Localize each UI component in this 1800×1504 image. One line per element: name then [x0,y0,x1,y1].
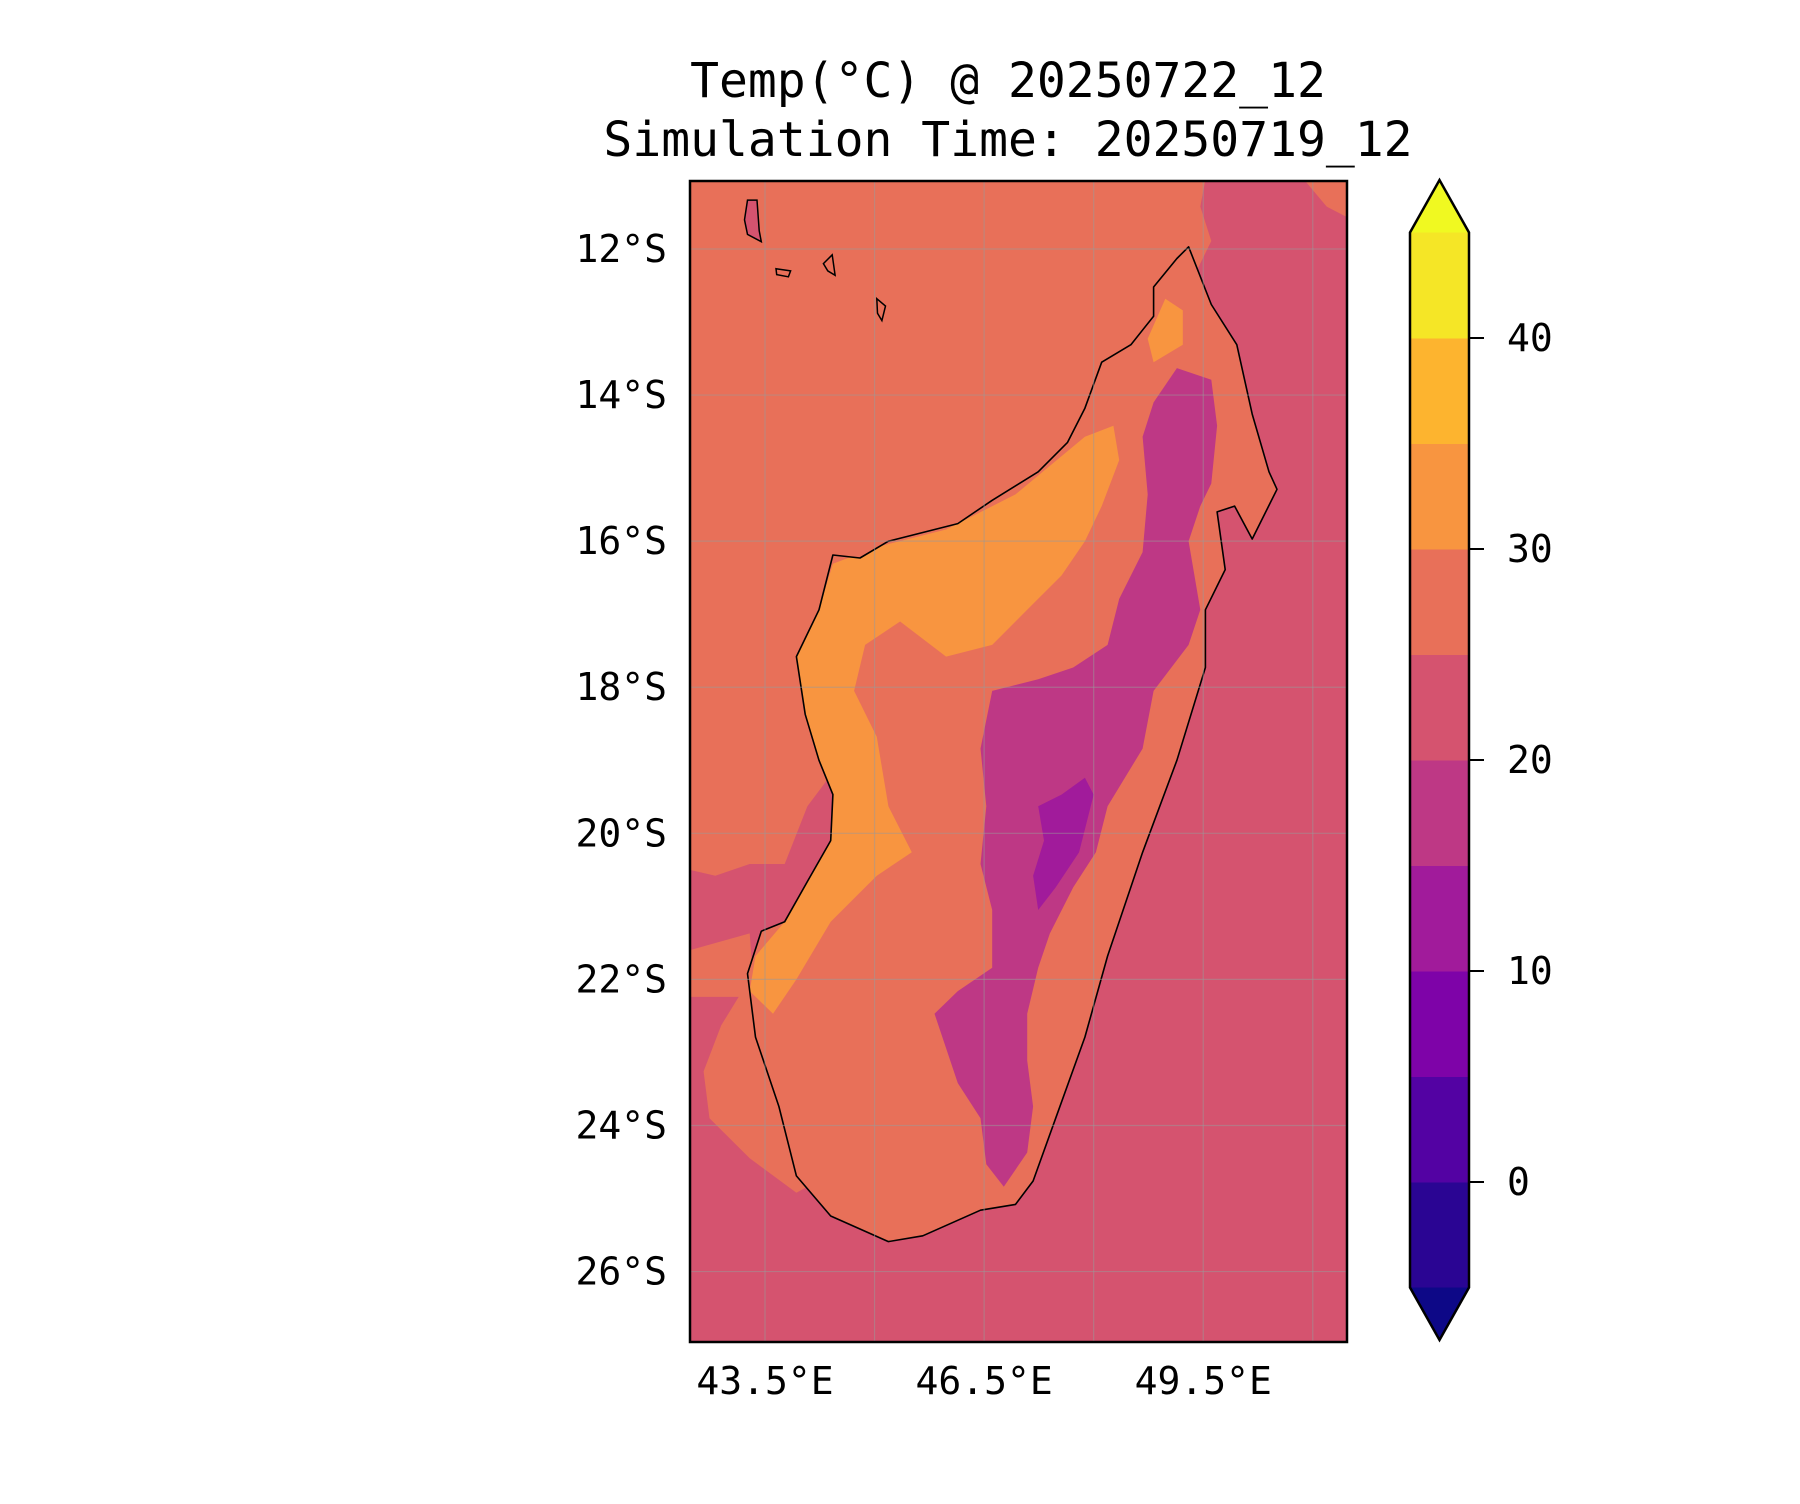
y-tick-label: 20°S [575,811,667,855]
colorbar: 0 10 20 30 40 [1408,177,1553,1343]
colorbar-band [1410,1182,1469,1288]
colorbar-band [1410,549,1469,655]
colorbar-tick-label: 10 [1507,949,1553,993]
contour-region-ocean-warm-northeast-corner [1305,181,1347,218]
colorbar-tick-label: 20 [1507,738,1553,782]
colorbar-band [1410,971,1469,1077]
island [775,267,792,278]
contour-region-land-hot-west [749,425,1120,1014]
contour-region-land-cool-highlands [934,368,1218,1187]
contour-region-land-hot-north-tip [1147,298,1183,363]
colorbar-tick-label: 40 [1507,316,1553,360]
plot-frame [688,179,1349,1344]
x-tick-label: 46.5°E [915,1359,1052,1403]
island [743,199,763,244]
y-tick-label: 14°S [575,373,667,417]
contour-region-ocean-warm-southwest [690,933,808,1193]
gridlines [690,181,1347,1342]
colorbar-band [1410,865,1469,972]
x-tick-label: 49.5°E [1135,1359,1272,1403]
map-plot-area [690,181,1347,1342]
island [875,297,887,323]
colorbar-outline [1408,177,1471,1343]
x-tick-label: 43.5°E [696,1359,833,1403]
island [822,253,837,277]
colorbar-band [1410,654,1469,761]
y-tick-label: 24°S [575,1103,667,1147]
colorbar-band [1410,443,1469,550]
coastline [746,246,1278,1243]
y-tick-label: 18°S [575,665,667,709]
colorbar-band [1410,232,1469,339]
contour-region-land-cold-core [1033,777,1094,910]
colorbar-band [1410,1076,1469,1183]
axes: 12°S 14°S 16°S 18°S 20°S 22°S 24°S 26°S 43.5°E 46… [575,227,1271,1403]
y-tick-label: 12°S [575,227,667,271]
y-tick-label: 26°S [575,1250,667,1294]
colorbar-tick-label: 30 [1507,527,1553,571]
colorbar-band [1410,760,1469,866]
y-tick-label: 16°S [575,519,667,563]
colorbar-band [1410,338,1469,444]
colorbar-extend-min [1410,1287,1469,1340]
y-tick-label: 22°S [575,957,667,1001]
colorbar-extend-max [1410,180,1469,233]
chart-title: Temp(°C) @ 20250722_12 [690,53,1326,109]
colorbar-tick-label: 0 [1507,1160,1530,1204]
chart-subtitle: Simulation Time: 20250719_12 [603,112,1412,168]
